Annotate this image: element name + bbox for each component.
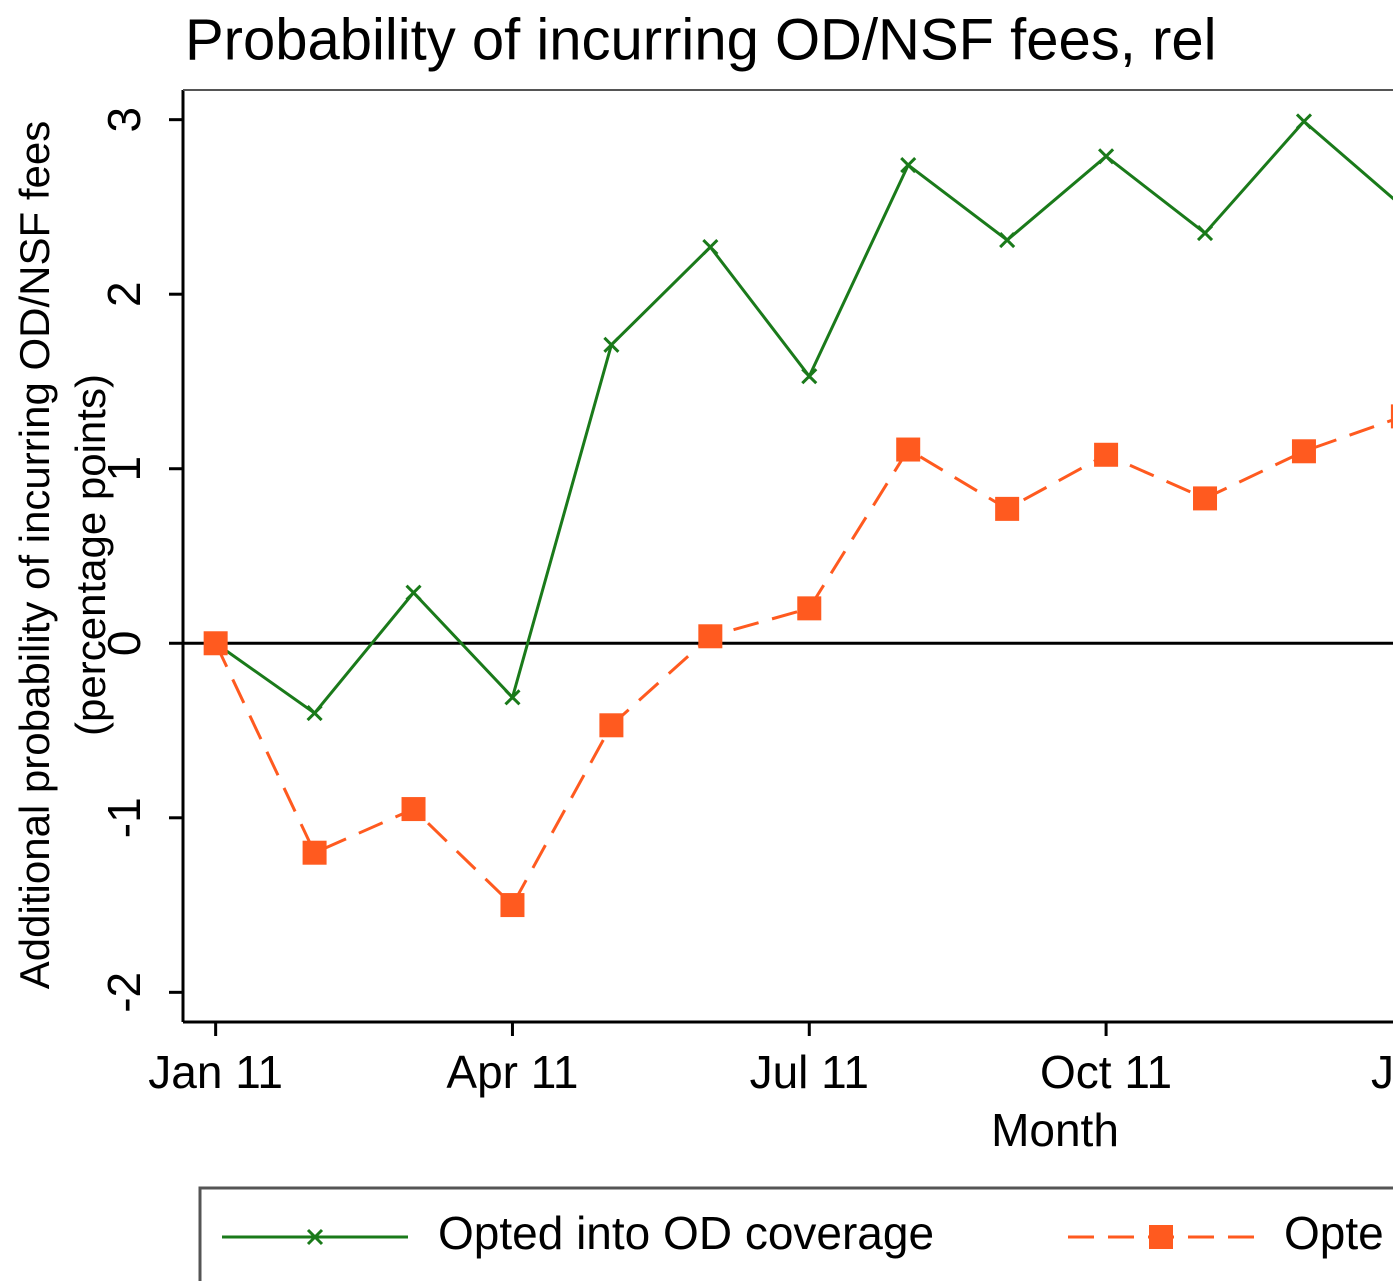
y-tick-label: -1 [98, 797, 150, 838]
marker [1291, 439, 1316, 464]
marker [1098, 148, 1115, 165]
marker [1196, 225, 1214, 242]
marker [1094, 442, 1119, 467]
marker [995, 496, 1020, 521]
x-tick-label: Jan 11 [148, 1046, 283, 1098]
x-tick-label: Oct 11 [1040, 1046, 1172, 1098]
x-axis-label: Month [991, 1104, 1119, 1156]
legend-box [198, 1186, 1393, 1281]
marker [302, 840, 327, 865]
chart-title: Probability of incurring OD/NSF fees, re… [185, 7, 1216, 72]
legend-marker [306, 1228, 324, 1246]
marker [599, 713, 624, 738]
marker [1295, 113, 1313, 130]
marker [900, 156, 917, 174]
marker [1390, 404, 1393, 429]
series-line [214, 119, 1393, 716]
marker [504, 689, 521, 706]
marker [306, 705, 323, 722]
y-axis-label: (percentage points) [67, 374, 114, 736]
marker [500, 893, 525, 918]
marker [1193, 486, 1218, 511]
marker [896, 437, 921, 462]
marker [999, 232, 1016, 249]
legend-marker [1149, 1225, 1173, 1249]
marker [801, 368, 818, 385]
x-tick-label: Jar [1371, 1046, 1393, 1098]
marker [405, 584, 422, 601]
y-axis-label: Additional probability of incurring OD/N… [11, 121, 58, 989]
y-tick-label: -2 [98, 972, 150, 1013]
x-tick-label: Jul 11 [750, 1046, 869, 1098]
marker [698, 624, 723, 649]
marker [203, 631, 228, 656]
legend-label: Opte [1284, 1207, 1384, 1259]
marker [603, 336, 620, 353]
legend-label: Opted into OD coverage [438, 1207, 934, 1259]
y-tick-label: 0 [98, 630, 150, 656]
marker [702, 239, 719, 256]
y-tick-label: 1 [98, 456, 150, 482]
x-tick-label: Apr 11 [446, 1046, 578, 1098]
y-tick-label: 2 [98, 281, 150, 307]
y-tick-label: 3 [98, 107, 150, 133]
marker [401, 797, 426, 822]
marker [797, 596, 822, 621]
